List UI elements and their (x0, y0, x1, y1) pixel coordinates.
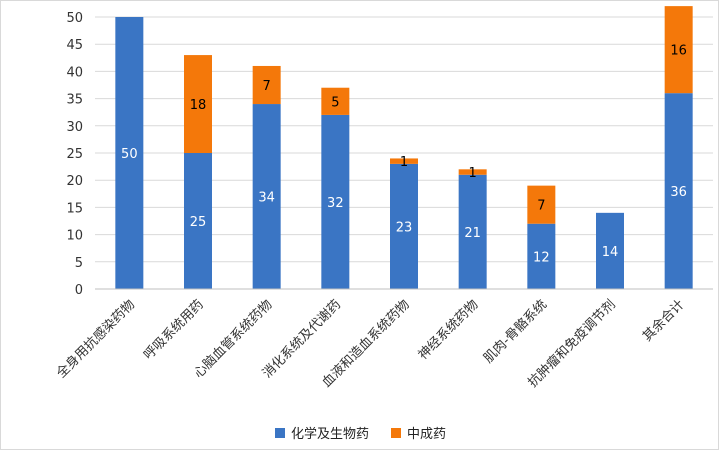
x-axis: 全身用抗感染药物 呼吸系统用药心脑血管系统药物消化系统及代谢药血液和造血系统药物神… (53, 288, 713, 391)
y-tick-label: 45 (66, 38, 83, 53)
x-tick-label: 其余合计 (639, 297, 687, 345)
bar-tcm (527, 185, 556, 224)
y-tick-label: 50 (66, 11, 83, 26)
bar-chemical-bio (527, 223, 556, 289)
bar-tcm (390, 158, 418, 164)
bars (115, 6, 693, 289)
data-label: 25 (190, 215, 207, 230)
data-label: 16 (670, 44, 687, 59)
data-label: 50 (121, 147, 138, 162)
x-tick-label: 神经系统药物 (416, 297, 482, 363)
bar-chemical-bio (458, 174, 487, 289)
bar-chemical-bio (252, 104, 281, 289)
y-tick-label: 0 (75, 283, 83, 298)
y-axis: 0 5 10 15 20 25 30 35 40 45 50 (66, 11, 83, 298)
legend: 化学及生物药 中成药 (1, 423, 719, 442)
bar-chemical-bio (321, 114, 350, 289)
y-tick-label: 30 (66, 120, 83, 135)
data-label: 36 (670, 185, 687, 200)
data-label: 32 (327, 196, 344, 211)
bar-chemical-bio (115, 17, 144, 289)
bar-tcm (184, 55, 212, 153)
y-tick-label: 15 (66, 201, 83, 216)
legend-swatch (391, 427, 401, 438)
data-label: 1 (400, 155, 408, 170)
legend-item: 化学及生物药 (274, 423, 369, 442)
x-tick-label: 全身用抗感染药物 (53, 297, 138, 382)
y-tick-label: 10 (66, 229, 83, 244)
legend-label: 中成药 (407, 427, 447, 442)
data-label: 18 (190, 98, 207, 113)
data-label: 14 (602, 245, 619, 260)
legend-swatch (274, 427, 285, 438)
data-label: 1 (469, 166, 477, 181)
y-tick-label: 20 (66, 174, 83, 189)
data-label: 21 (464, 226, 481, 241)
y-tick-label: 35 (66, 93, 83, 108)
bar-tcm (321, 87, 350, 115)
legend-item: 中成药 (391, 423, 446, 442)
bar-chemical-bio (664, 93, 693, 289)
y-tick-label: 40 (66, 65, 83, 80)
bar-tcm (458, 169, 487, 175)
y-tick-label: 5 (75, 256, 83, 271)
data-label: 7 (537, 199, 545, 214)
data-label: 5 (331, 95, 339, 110)
bar-chemical-bio (184, 153, 212, 289)
bar-chemical-bio (390, 163, 418, 289)
x-tick-label: 呼吸系统用药 (141, 297, 207, 363)
data-label: 34 (258, 191, 275, 206)
bar-tcm (252, 65, 281, 105)
data-label: 7 (263, 79, 271, 94)
x-tick-label: 肌肉-骨骼系统 (480, 297, 550, 367)
data-label: 12 (533, 250, 550, 265)
value-labels: 50 25 18 34 7 32 5 23 1 21 1 12 7 14 36 16 (121, 44, 687, 266)
bar-tcm (664, 6, 693, 94)
bar-chemical-bio (596, 212, 624, 289)
y-tick-label: 25 (66, 147, 83, 162)
legend-label: 化学及生物药 (290, 427, 369, 442)
data-label: 23 (396, 220, 413, 235)
